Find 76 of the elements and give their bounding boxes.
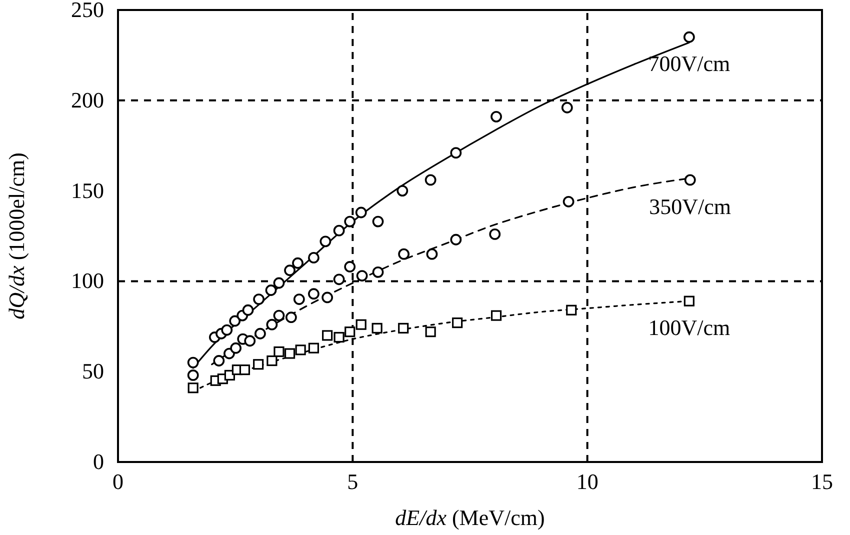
point (450, 147, 462, 159)
point (333, 274, 345, 286)
point (187, 370, 199, 381)
point (372, 216, 384, 228)
point (293, 294, 305, 305)
series-label: 700V/cm (648, 51, 730, 76)
point (273, 310, 285, 322)
point (562, 196, 574, 208)
point (684, 174, 696, 186)
point (396, 185, 408, 196)
y-axis-title: dQ/dx (1000el/cm) (4, 152, 29, 320)
point (425, 326, 436, 338)
point (356, 319, 366, 330)
series-label: 350V/cm (649, 194, 732, 219)
point (284, 348, 296, 359)
point (285, 312, 297, 324)
point (322, 330, 333, 341)
point (333, 224, 345, 236)
point (566, 304, 577, 316)
point (426, 248, 438, 260)
x-axis-title: dE/dx (MeV/cm) (395, 505, 545, 530)
point (188, 382, 198, 394)
point (356, 270, 368, 282)
point (398, 322, 409, 334)
point (490, 310, 502, 321)
point (308, 252, 320, 264)
x-tick-label: 10 (576, 469, 598, 494)
point (424, 174, 436, 186)
x-tick-label: 0 (112, 469, 124, 494)
point (308, 288, 320, 300)
y-tick-label: 200 (71, 87, 104, 112)
x-tick-label: 5 (347, 469, 358, 494)
point (213, 355, 225, 366)
point (561, 102, 573, 114)
point (229, 315, 241, 327)
point (253, 359, 264, 370)
y-tick-label: 50 (82, 358, 104, 384)
y-tick-label: 150 (71, 178, 104, 203)
point (239, 364, 250, 376)
point (489, 228, 501, 240)
point (452, 317, 463, 328)
point (320, 236, 332, 248)
series-label: 100V/cm (648, 315, 730, 340)
y-tick-label: 100 (71, 268, 104, 294)
point (266, 318, 278, 330)
point (230, 342, 242, 354)
point (344, 216, 356, 228)
x-tick-label: 15 (811, 469, 833, 494)
point (372, 322, 382, 334)
point (355, 206, 367, 218)
point (398, 248, 410, 260)
point (253, 294, 264, 305)
point (322, 292, 334, 304)
point (292, 257, 304, 269)
point (490, 110, 502, 122)
y-tick-label: 0 (93, 449, 104, 474)
point (187, 356, 199, 368)
point (683, 31, 695, 43)
point (273, 277, 285, 289)
point (308, 342, 320, 354)
point (221, 324, 233, 336)
point (244, 335, 256, 347)
point (334, 332, 344, 343)
y-tick-label: 250 (71, 0, 104, 22)
point (450, 234, 462, 246)
point (684, 296, 694, 306)
point (254, 328, 266, 340)
point (344, 261, 356, 272)
point (372, 266, 384, 278)
point (274, 346, 284, 358)
point (242, 304, 254, 316)
point (344, 326, 356, 338)
point (284, 264, 296, 276)
point (295, 344, 306, 356)
point (265, 284, 277, 296)
point (266, 355, 278, 366)
